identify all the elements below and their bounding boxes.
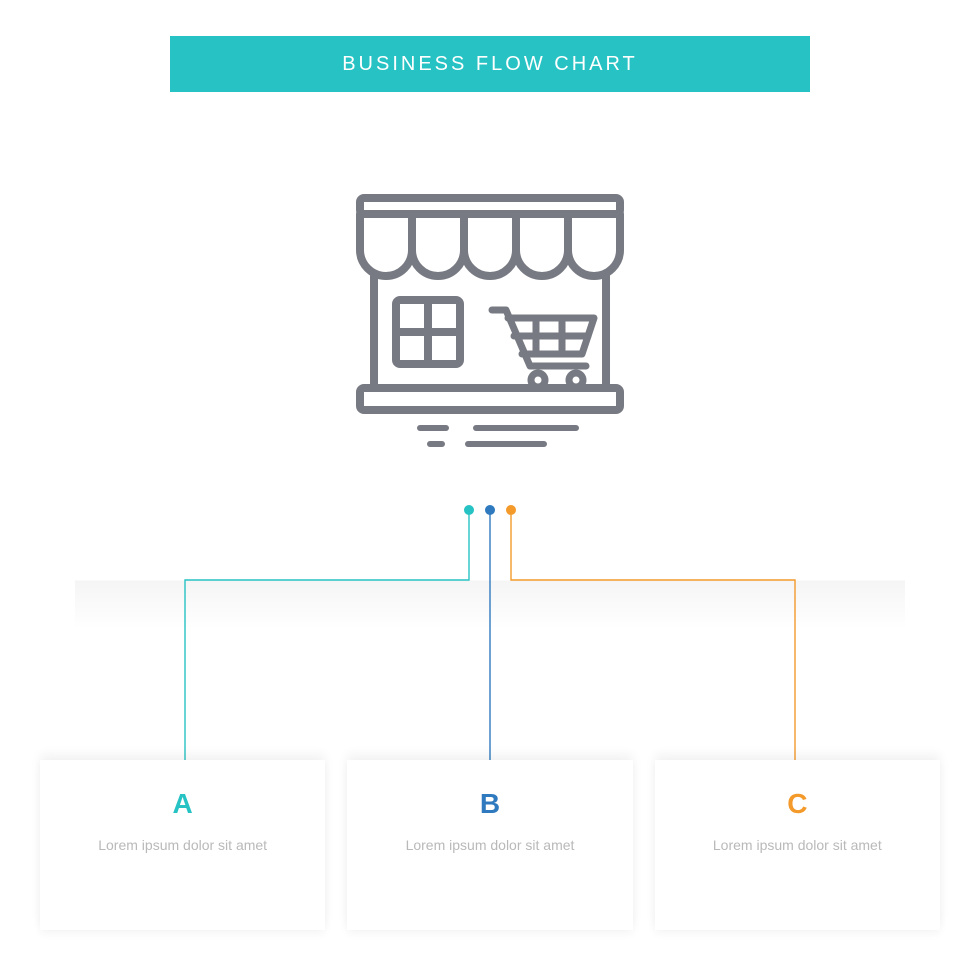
header-title: BUSINESS FLOW CHART <box>342 53 638 76</box>
card-a: A Lorem ipsum dolor sit amet <box>40 760 325 930</box>
card-body: Lorem ipsum dolor sit amet <box>365 834 614 856</box>
card-letter: A <box>58 788 307 820</box>
header-bar: BUSINESS FLOW CHART <box>170 36 810 92</box>
card-b: B Lorem ipsum dolor sit amet <box>347 760 632 930</box>
card-letter: C <box>673 788 922 820</box>
card-c: C Lorem ipsum dolor sit amet <box>655 760 940 930</box>
card-body: Lorem ipsum dolor sit amet <box>58 834 307 856</box>
card-body: Lorem ipsum dolor sit amet <box>673 834 922 856</box>
cards-row: A Lorem ipsum dolor sit amet B Lorem ips… <box>40 760 940 930</box>
card-letter: B <box>365 788 614 820</box>
ribbon-shadow <box>75 580 905 650</box>
store-icon <box>330 190 650 450</box>
